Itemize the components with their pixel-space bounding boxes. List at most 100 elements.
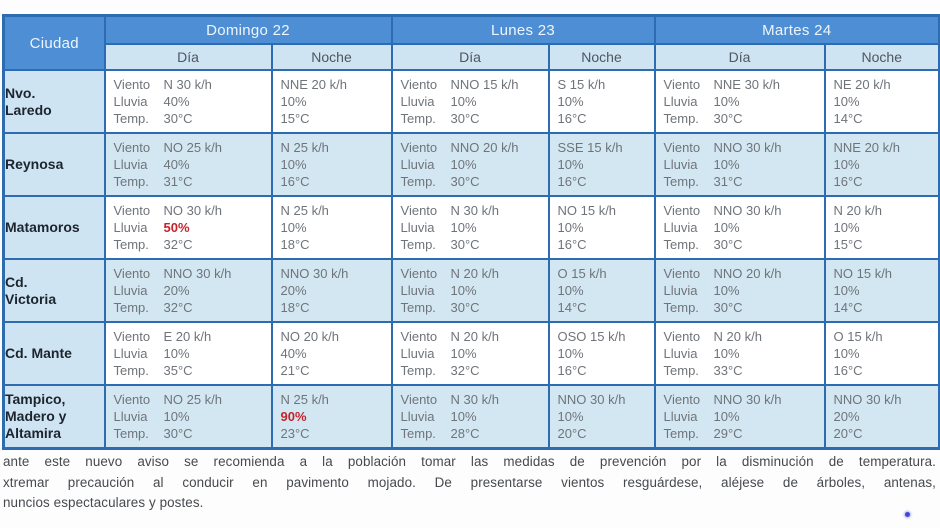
viento-line: O 15 k/h <box>558 265 652 282</box>
temp-line: Temp. 30°C <box>401 173 546 190</box>
lluvia-line: Lluvia 10% <box>114 408 269 425</box>
temp-line: Temp. 35°C <box>114 362 269 379</box>
viento-label: Viento <box>400 203 438 218</box>
day-header-lunes: Lunes 23 <box>390 14 656 45</box>
temp-value: 16°C <box>280 174 310 189</box>
viento-label: Viento <box>663 266 701 281</box>
temp-value: 20°C <box>557 425 587 441</box>
temp-value: 16°C <box>833 363 863 378</box>
lluvia-value: 10% <box>450 283 477 298</box>
viento-value: O 15 k/h <box>557 266 607 281</box>
day-header-martes: Martes 24 <box>653 14 940 45</box>
viento-label: Viento <box>113 266 151 281</box>
temp-line: 16°C <box>558 110 652 127</box>
city-cell: Reynosa <box>2 132 106 197</box>
viento-value: N 25 k/h <box>280 203 329 218</box>
viento-value: NO 15 k/h <box>557 203 617 218</box>
temp-value: 31°C <box>163 174 193 189</box>
table-row: Matamoros Viento NO 30 k/h Lluvia 50% Temp. 32… <box>2 195 940 260</box>
day-forecast-cell: Viento NNO 30 k/h Lluvia 10% Temp. 30°C <box>653 195 826 260</box>
temp-line: 20°C <box>558 425 652 442</box>
temp-line: 20°C <box>834 425 937 442</box>
day-forecast-cell: Viento E 20 k/h Lluvia 10% Temp. 35°C <box>103 321 273 386</box>
viento-label: Viento <box>113 391 151 407</box>
viento-line: OSO 15 k/h <box>558 328 652 345</box>
subheader-noche: Noche <box>547 43 656 71</box>
lluvia-label: Lluvia <box>400 94 435 109</box>
viento-line: Viento NNO 30 k/h <box>664 139 822 156</box>
lluvia-line: 10% <box>281 219 389 236</box>
temp-label: Temp. <box>113 425 149 441</box>
night-forecast-cell: O 15 k/h 10% 14°C <box>547 258 656 323</box>
temp-line: Temp. 31°C <box>114 173 269 190</box>
day-forecast-cell: Viento NNO 20 k/h Lluvia 10% Temp. 30°C <box>653 258 826 323</box>
viento-line: Viento NNO 20 k/h <box>401 139 546 156</box>
temp-value: 30°C <box>450 111 480 126</box>
day-forecast-cell: Viento N 30 k/h Lluvia 40% Temp. 30°C <box>103 69 273 134</box>
night-forecast-cell: NO 15 k/h 10% 16°C <box>547 195 656 260</box>
viento-line: NNE 20 k/h <box>834 139 937 156</box>
viento-value: NNO 30 k/h <box>833 391 902 407</box>
lluvia-value: 10% <box>450 157 477 172</box>
night-forecast-cell: NNE 20 k/h 10% 16°C <box>823 132 940 197</box>
temp-value: 16°C <box>557 363 587 378</box>
temp-value: 16°C <box>557 111 587 126</box>
lluvia-value: 10% <box>557 408 584 424</box>
viento-value: N 30 k/h <box>450 391 499 407</box>
temp-label: Temp. <box>113 237 149 252</box>
city-cell: Nvo. Laredo <box>2 69 106 134</box>
city-cell: Cd. Mante <box>2 321 106 386</box>
lluvia-value: 10% <box>713 157 740 172</box>
viento-line: Viento N 20 k/h <box>664 328 822 345</box>
lluvia-value: 10% <box>833 94 860 109</box>
night-forecast-cell: N 25 k/h 10% 18°C <box>270 195 393 260</box>
temp-line: 16°C <box>558 362 652 379</box>
temp-line: Temp. 32°C <box>401 362 546 379</box>
day-forecast-cell: Viento N 20 k/h Lluvia 10% Temp. 32°C <box>390 321 550 386</box>
lluvia-value: 10% <box>163 346 190 361</box>
temp-line: 14°C <box>834 299 937 316</box>
night-forecast-cell: N 25 k/h 10% 16°C <box>270 132 393 197</box>
city-column-header: Ciudad <box>2 14 106 71</box>
viento-label: Viento <box>400 77 438 92</box>
viento-line: N 20 k/h <box>834 202 937 219</box>
lluvia-label: Lluvia <box>113 283 148 298</box>
viento-line: NNO 30 k/h <box>834 391 937 408</box>
temp-value: 16°C <box>557 174 587 189</box>
viento-value: NNE 20 k/h <box>280 77 347 92</box>
day-forecast-cell: Viento NO 25 k/h Lluvia 40% Temp. 31°C <box>103 132 273 197</box>
lluvia-value: 40% <box>163 94 190 109</box>
viento-label: Viento <box>400 266 438 281</box>
day-forecast-cell: Viento N 30 k/h Lluvia 10% Temp. 30°C <box>390 195 550 260</box>
lluvia-value: 10% <box>713 220 740 235</box>
viento-line: Viento NNE 30 k/h <box>664 76 822 93</box>
viento-line: Viento NO 30 k/h <box>114 202 269 219</box>
viento-label: Viento <box>663 77 701 92</box>
day-forecast-cell: Viento N 20 k/h Lluvia 10% Temp. 30°C <box>390 258 550 323</box>
viento-value: NNE 20 k/h <box>833 140 900 155</box>
lluvia-value: 10% <box>450 346 477 361</box>
temp-label: Temp. <box>663 425 699 441</box>
viento-line: Viento NNO 15 k/h <box>401 76 546 93</box>
forecast-table-body: Nvo. Laredo Viento N 30 k/h Lluvia 40% Temp. 3… <box>2 69 940 449</box>
city-cell: Matamoros <box>2 195 106 260</box>
lluvia-label: Lluvia <box>663 346 698 361</box>
temp-label: Temp. <box>400 111 436 126</box>
viento-line: N 25 k/h <box>281 391 389 408</box>
temp-line: 15°C <box>281 110 389 127</box>
viento-line: N 25 k/h <box>281 202 389 219</box>
temp-value: 18°C <box>280 300 310 315</box>
lluvia-line: 40% <box>281 345 389 362</box>
temp-value: 29°C <box>713 425 743 441</box>
day-forecast-cell: Viento N 30 k/h Lluvia 10% Temp. 28°C <box>390 384 550 449</box>
temp-line: 21°C <box>281 362 389 379</box>
night-forecast-cell: SSE 15 k/h 10% 16°C <box>547 132 656 197</box>
temp-line: Temp. 30°C <box>664 236 822 253</box>
temp-label: Temp. <box>663 111 699 126</box>
viento-label: Viento <box>113 203 151 218</box>
lluvia-line: 10% <box>558 93 652 110</box>
temp-value: 30°C <box>450 174 480 189</box>
viento-value: NO 20 k/h <box>280 329 340 344</box>
viento-line: O 15 k/h <box>834 328 937 345</box>
temp-line: Temp. 30°C <box>401 110 546 127</box>
